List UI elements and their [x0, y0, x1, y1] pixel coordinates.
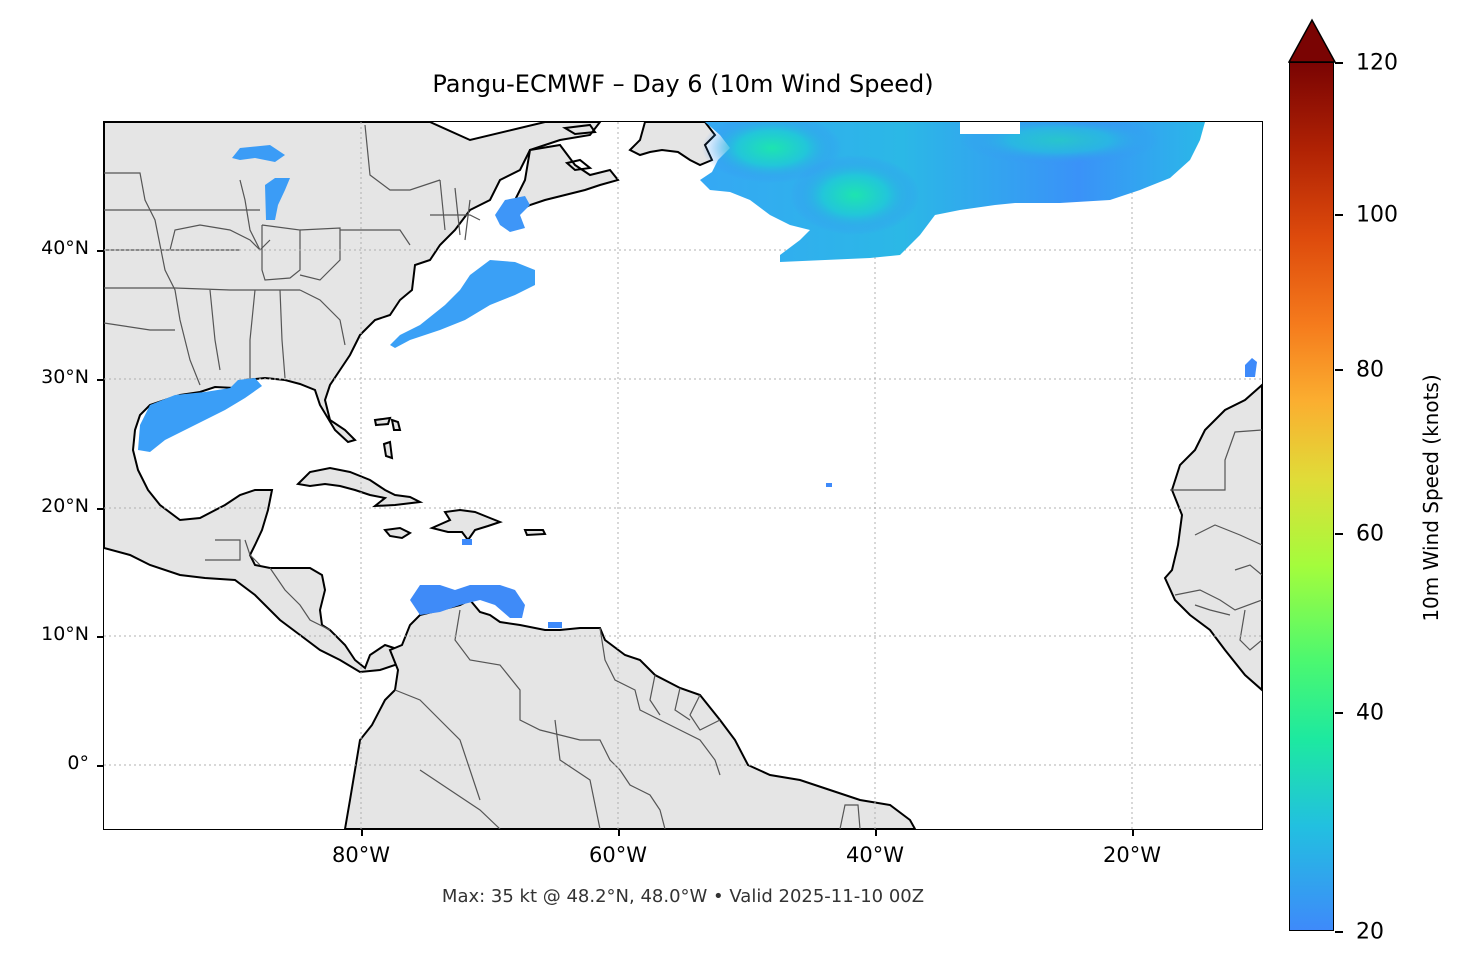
y-tick-label-10n: 10°N — [41, 623, 89, 645]
x-tick-mark — [875, 829, 877, 836]
wind-region-southern-caribbean — [410, 585, 525, 618]
colorbar-label-100: 100 — [1356, 202, 1398, 228]
y-tick-label-equator: 0° — [67, 752, 89, 774]
land-west-africa — [1163, 383, 1262, 692]
x-tick-mark — [361, 829, 363, 836]
colorbar-tick — [1335, 533, 1343, 535]
map-canvas — [104, 122, 1262, 829]
colorbar-tick — [1335, 931, 1343, 933]
y-tick-mark — [97, 508, 104, 510]
colorbar-tick — [1335, 62, 1343, 64]
colorbar-label-80: 80 — [1356, 357, 1384, 383]
colorbar-label-40: 40 — [1356, 700, 1384, 726]
x-tick-mark — [1132, 829, 1134, 836]
wind-region-small-patch-1 — [548, 622, 562, 628]
colorbar-tick — [1335, 712, 1343, 714]
wind-region-gulf-of-maine — [495, 196, 530, 232]
wind-region-us-east-offshore — [390, 260, 535, 348]
colorbar-label-120: 120 — [1356, 50, 1398, 76]
x-tick-label-20w: 20°W — [1103, 843, 1161, 867]
x-tick-mark — [618, 829, 620, 836]
gridlines — [104, 122, 1262, 829]
y-tick-mark — [97, 636, 104, 638]
y-tick-label-20n: 20°N — [41, 495, 89, 517]
colorbar-tick — [1335, 214, 1343, 216]
colorbar-label-20: 20 — [1356, 919, 1384, 945]
land-south-america — [343, 598, 917, 829]
colorbar-title: 10m Wind Speed (knots) — [1419, 374, 1443, 622]
land-caribbean-islands — [295, 416, 547, 542]
x-tick-label-80w: 80°W — [332, 843, 390, 867]
figure-title: Pangu-ECMWF – Day 6 (10m Wind Speed) — [432, 70, 934, 98]
x-tick-label-60w: 60°W — [589, 843, 647, 867]
map-panel — [104, 122, 1262, 829]
x-tick-label-40w: 40°W — [846, 843, 904, 867]
wind-speed-field — [138, 122, 1257, 628]
y-tick-label-30n: 30°N — [41, 366, 89, 388]
wind-region-north-atlantic — [700, 122, 1205, 262]
colorbar-tick — [1335, 369, 1343, 371]
y-tick-label-40n: 40°N — [41, 237, 89, 259]
y-tick-mark — [97, 379, 104, 381]
colorbar — [1289, 62, 1334, 931]
colorbar-label-60: 60 — [1356, 521, 1384, 547]
wind-region-small-patch-2 — [462, 539, 472, 545]
wind-region-canary-islands — [1245, 358, 1257, 377]
y-tick-mark — [97, 765, 104, 767]
wind-region-great-lakes — [232, 145, 290, 220]
wind-region-gulf-of-mexico — [138, 378, 262, 452]
y-tick-mark — [97, 250, 104, 252]
max-wind-annotation: Max: 35 kt @ 48.2°N, 48.0°W • Valid 2025… — [441, 886, 925, 907]
colorbar-extend-arrow — [1288, 18, 1336, 63]
wind-region-small-patch-3 — [826, 483, 832, 487]
